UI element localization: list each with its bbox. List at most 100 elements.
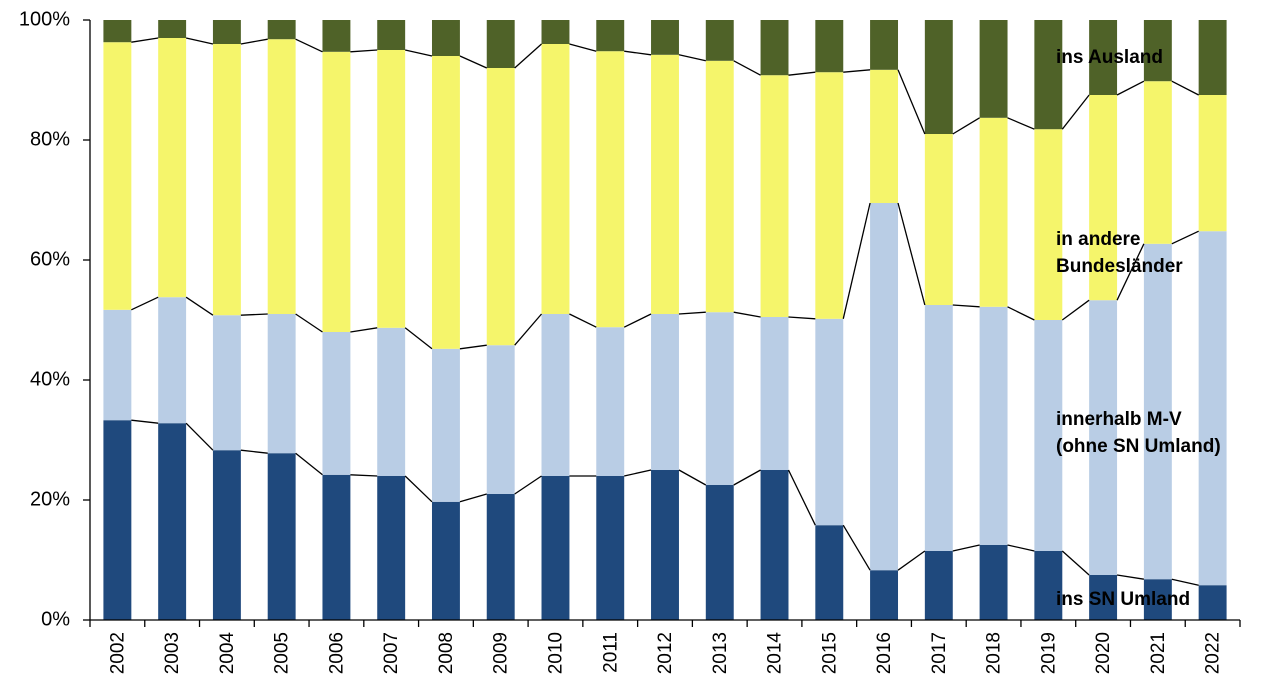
bar-segment (431, 348, 460, 502)
bar-segment (870, 69, 899, 203)
bar-segment (322, 20, 351, 52)
bar-segment (1198, 585, 1227, 620)
bar-segment (1143, 81, 1172, 244)
bar-segment (760, 470, 789, 620)
series-line (952, 117, 980, 135)
bar-segment (1034, 129, 1063, 320)
x-tick-label: 2014 (765, 632, 786, 675)
bar-segment (212, 315, 241, 451)
bar-segment (1143, 243, 1172, 580)
series-line (788, 316, 816, 320)
bar-segment (870, 570, 899, 620)
series-line (350, 49, 378, 53)
x-tick-label: 2005 (272, 632, 293, 674)
x-tick-label: 2016 (874, 632, 895, 674)
bar-segment (267, 20, 296, 40)
series-line (897, 550, 926, 571)
bar-segment (760, 317, 789, 470)
bar-segment (651, 54, 679, 315)
series-line (295, 313, 323, 333)
x-tick-label: 2017 (929, 632, 950, 674)
bar-segment (705, 485, 734, 620)
bar-segment (596, 20, 625, 52)
bar-segment (596, 51, 625, 328)
series-line (240, 313, 268, 316)
bar-segment (103, 420, 132, 620)
bar-segment (431, 20, 460, 56)
series-line (514, 313, 543, 346)
series-line (1116, 574, 1144, 580)
bar-segment (924, 551, 953, 620)
bar-segment (322, 51, 351, 333)
bar-segment (651, 314, 679, 470)
bar-segment (541, 44, 570, 314)
bar-segment (924, 305, 953, 551)
series-line (185, 37, 214, 45)
bar-segment (596, 327, 625, 476)
series-line (295, 452, 323, 476)
bar-segment (103, 309, 132, 421)
series-line (1061, 299, 1090, 321)
bar-segment (377, 327, 406, 476)
bar-segment (267, 453, 296, 620)
series-line (1007, 306, 1035, 321)
series-line (624, 469, 652, 477)
series-line (1171, 80, 1199, 96)
bar-segment (1089, 95, 1118, 301)
bar-segment (377, 50, 406, 328)
bar-segment (541, 476, 570, 620)
series-line (1007, 544, 1035, 552)
series-line (459, 344, 487, 350)
bar-segment (979, 117, 1008, 307)
series-label: innerhalb M-V (1056, 409, 1182, 430)
series-line (897, 69, 926, 135)
bar-segment (760, 75, 789, 317)
x-tick-label: 2002 (107, 632, 128, 674)
bar-segment (651, 470, 679, 620)
series-line (1116, 80, 1145, 96)
series-line (1116, 243, 1145, 301)
series-line (787, 469, 816, 526)
bar-segment (212, 20, 241, 44)
series-line (185, 422, 214, 451)
bar-segment (760, 20, 789, 76)
series-line (678, 469, 707, 486)
bar-segment (1198, 231, 1227, 586)
series-line (952, 544, 980, 552)
bar-segment (322, 332, 351, 475)
x-tick-label: 2019 (1038, 632, 1059, 674)
series-line (295, 38, 323, 53)
bar-segment (158, 423, 187, 620)
bar-segment (431, 56, 460, 349)
series-line (788, 71, 816, 76)
series-line (952, 304, 980, 308)
series-line (623, 313, 652, 328)
bar-segment (815, 525, 844, 620)
bar-segment (212, 450, 241, 620)
series-label: Bundesländer (1056, 256, 1183, 277)
series-line (404, 327, 433, 350)
series-line (350, 474, 378, 477)
series-line (842, 202, 871, 319)
x-tick-label: 2008 (436, 632, 457, 674)
y-tick-label: 80% (30, 128, 70, 150)
series-line (514, 475, 542, 495)
x-tick-label: 2015 (819, 632, 840, 674)
bar-segment (103, 20, 132, 43)
bar-segment (979, 306, 1008, 545)
series-line (1171, 230, 1199, 245)
series-line (131, 419, 159, 424)
bar-segment (705, 312, 734, 485)
y-tick-label: 100% (19, 8, 70, 30)
x-tick-label: 2011 (600, 632, 621, 673)
series-line (240, 38, 268, 45)
bar-segment (979, 20, 1008, 118)
series-line (240, 449, 268, 454)
bar-segment (651, 20, 679, 55)
series-line (678, 54, 706, 62)
series-line (843, 69, 871, 73)
series-label: ins Ausland (1056, 47, 1163, 68)
bar-segment (158, 38, 187, 298)
bar-segment (1089, 20, 1118, 95)
bar-segment (1089, 575, 1118, 620)
